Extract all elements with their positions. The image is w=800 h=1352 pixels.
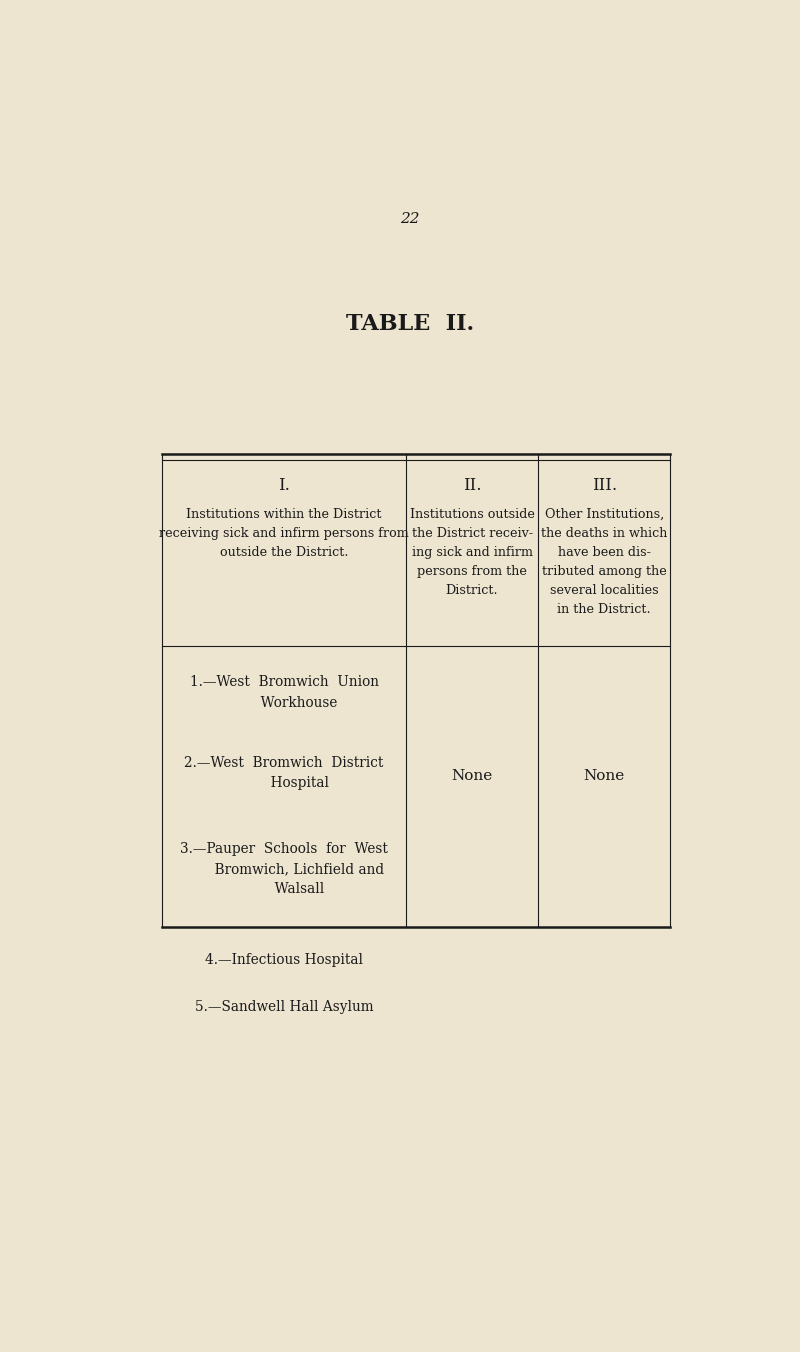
Text: Other Institutions,
the deaths in which
have been dis-
tributed among the
severa: Other Institutions, the deaths in which … [541, 508, 667, 617]
Text: 2.—West  Bromwich  District
       Hospital: 2.—West Bromwich District Hospital [184, 756, 384, 790]
Text: TABLE  II.: TABLE II. [346, 312, 474, 334]
Text: II.: II. [463, 477, 482, 493]
Text: III.: III. [592, 477, 617, 493]
Text: 4.—Infectious Hospital: 4.—Infectious Hospital [205, 953, 363, 968]
Text: I.: I. [278, 477, 290, 493]
Text: Institutions within the District
receiving sick and infirm persons from
outside : Institutions within the District receivi… [159, 508, 409, 558]
Text: 3.—Pauper  Schools  for  West
       Bromwich, Lichfield and
       Walsall: 3.—Pauper Schools for West Bromwich, Lic… [180, 842, 388, 896]
Text: 1.—West  Bromwich  Union
       Workhouse: 1.—West Bromwich Union Workhouse [190, 676, 378, 710]
Text: None: None [584, 769, 625, 783]
Text: 22: 22 [400, 212, 420, 227]
Text: 5.—Sandwell Hall Asylum: 5.—Sandwell Hall Asylum [194, 1000, 374, 1014]
Text: Institutions outside
the District receiv-
ing sick and infirm
persons from the
D: Institutions outside the District receiv… [410, 508, 534, 596]
Text: None: None [451, 769, 493, 783]
